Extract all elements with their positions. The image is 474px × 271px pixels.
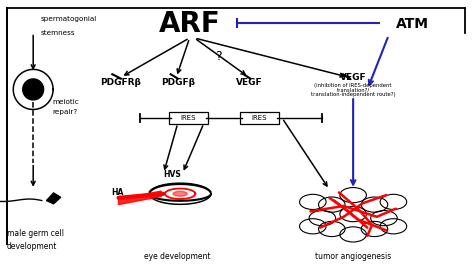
Text: VEGF: VEGF [236, 78, 262, 87]
Polygon shape [173, 191, 187, 196]
Text: repair?: repair? [52, 109, 77, 115]
Text: HVS: HVS [164, 170, 181, 179]
Text: meiotic: meiotic [52, 99, 79, 105]
Text: VEGF: VEGF [340, 73, 366, 82]
Polygon shape [46, 193, 61, 204]
Text: male germ cell: male germ cell [7, 228, 64, 238]
Polygon shape [118, 191, 161, 205]
Text: ?: ? [215, 50, 221, 63]
Text: ATM: ATM [396, 17, 429, 31]
Text: stemness: stemness [40, 30, 75, 36]
FancyBboxPatch shape [240, 112, 279, 124]
Text: IRES: IRES [181, 115, 196, 121]
Text: translation?/: translation?/ [337, 88, 370, 92]
Text: HA: HA [111, 188, 124, 197]
Polygon shape [23, 79, 44, 100]
FancyBboxPatch shape [169, 112, 208, 124]
Text: tumor angiogenesis: tumor angiogenesis [315, 251, 391, 261]
Text: IRES: IRES [252, 115, 267, 121]
Text: PDGFRβ: PDGFRβ [100, 78, 141, 87]
Text: PDGFβ: PDGFβ [161, 78, 195, 87]
Text: spermatogonial: spermatogonial [40, 16, 97, 22]
Text: (inhibition of IRES-dependent: (inhibition of IRES-dependent [314, 83, 392, 88]
Text: ARF: ARF [159, 10, 220, 38]
Text: eye development: eye development [145, 251, 211, 261]
Text: development: development [7, 242, 57, 251]
Text: translation-independent route?): translation-independent route?) [311, 92, 395, 97]
